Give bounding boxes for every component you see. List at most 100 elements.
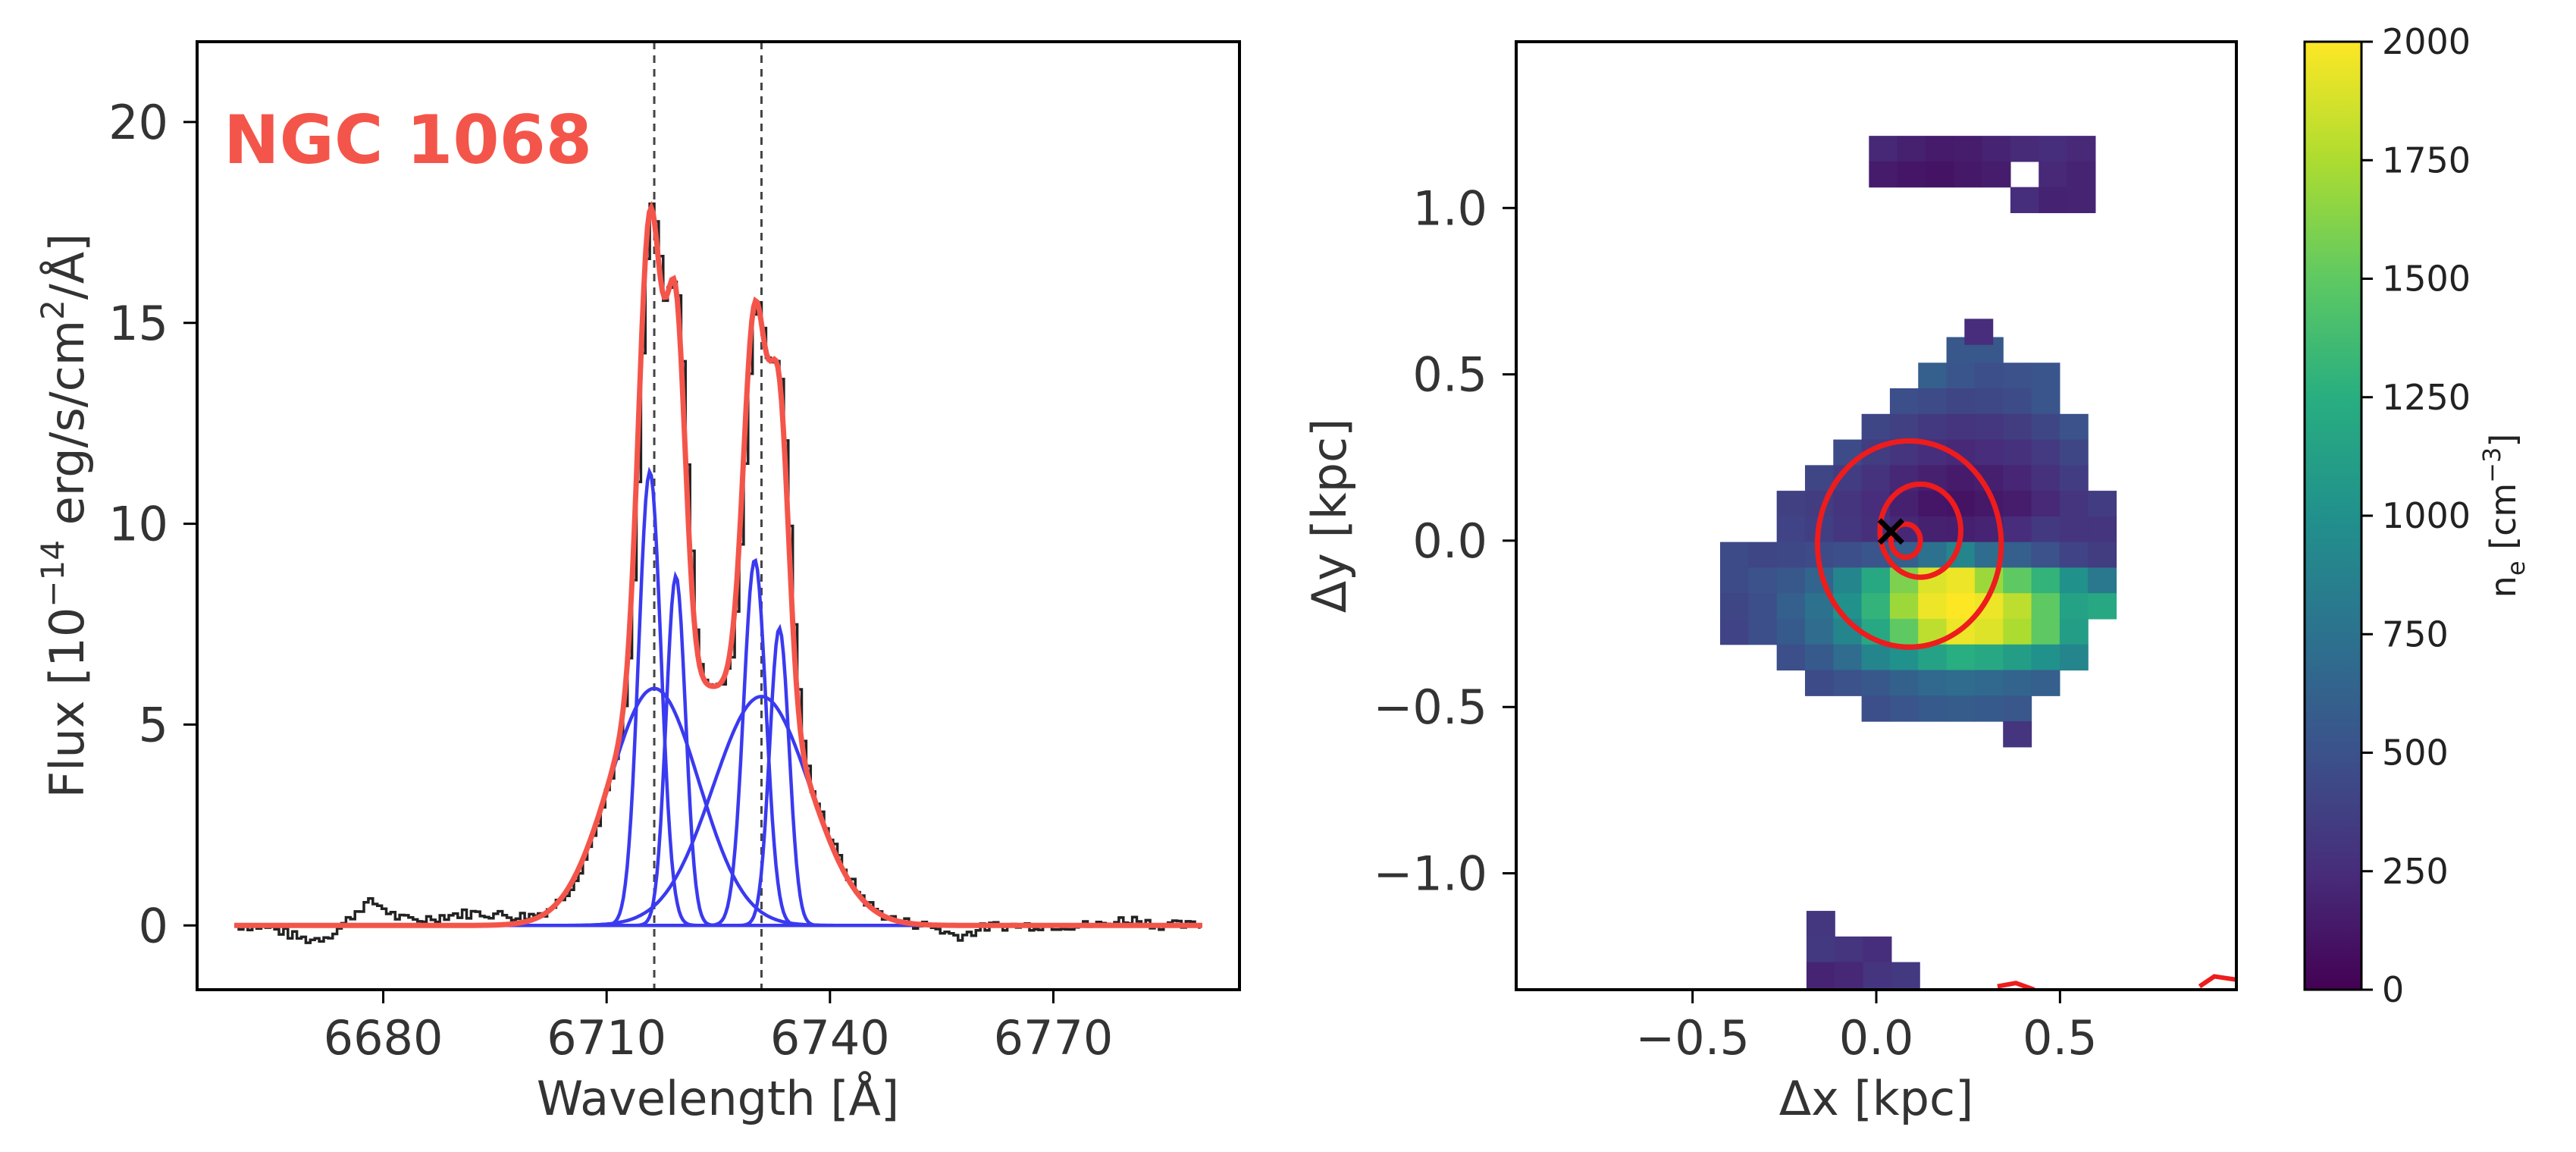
density-pixel [2003, 593, 2032, 620]
density-pixel [1863, 936, 1892, 963]
density-pixel [1974, 644, 2004, 671]
colorbar-tick-label: 500 [2382, 733, 2449, 774]
density-pixel [1806, 911, 1835, 937]
spectrum-yticks: 0 5 10 15 20 [108, 95, 197, 953]
density-pixel [1861, 516, 1891, 543]
density-pixel [1720, 541, 1749, 569]
density-pixel [1897, 136, 1926, 162]
density-pixel [1861, 670, 1891, 696]
density-pixel [1776, 593, 1806, 620]
density-pixel [1918, 541, 1948, 569]
spectrum-axes-frame [196, 40, 1241, 991]
object-name-annotation: NGC 1068 [224, 101, 592, 179]
density-pixel [2039, 187, 2068, 214]
spectrum-ytick-label: 5 [139, 697, 168, 752]
gaussian-component [234, 686, 1202, 928]
density-pixel [1974, 618, 2004, 645]
colorbar-tick-label: 250 [2382, 851, 2449, 892]
density-pixels [1720, 136, 2117, 988]
density-pixel [1946, 695, 1976, 722]
density-pixel [2031, 388, 2060, 415]
density-xtick-label: 0.5 [2023, 1010, 2098, 1066]
spectrum-ytick-label: 0 [139, 898, 168, 953]
density-pixel [1804, 465, 1834, 491]
density-pixel [2031, 541, 2060, 569]
density-pixel [2031, 491, 2060, 517]
density-pixel [1974, 670, 2004, 696]
gaussian-components [234, 466, 1202, 928]
density-pixel [1897, 161, 1926, 188]
colorbar-gradient [2305, 42, 2361, 990]
spectrum-xtick-label: 6710 [547, 1010, 666, 1066]
gaussian-component [234, 570, 1202, 928]
density-pixel [2031, 567, 2060, 594]
density-pixel [1982, 161, 2011, 188]
density-pixel [1833, 516, 1863, 543]
density-pixel [1889, 413, 1919, 441]
density-pixel [2003, 567, 2032, 594]
density-pixel [1776, 491, 1806, 517]
colorbar-tick-label: 1500 [2382, 259, 2471, 300]
density-pixel [1863, 962, 1892, 988]
density-pixel [1833, 541, 1863, 569]
density-pixel [1891, 962, 1920, 988]
spectrum-plot-area [234, 42, 1202, 990]
spectrum-xtick-label: 6740 [770, 1010, 890, 1066]
density-pixel [1776, 618, 1806, 645]
density-ytick-label: 0.5 [1412, 347, 1487, 403]
spectrum-ytick-label: 10 [108, 497, 168, 552]
flux-contour [1877, 481, 1963, 580]
density-pixel [1889, 618, 1919, 645]
flux-contour [1814, 438, 2004, 650]
density-pixel [2059, 644, 2089, 671]
flux-contour-edge [2198, 974, 2236, 989]
density-pixel [2003, 721, 2032, 748]
density-pixel [1861, 465, 1891, 491]
density-pixel [1806, 936, 1835, 963]
gaussian-component [234, 557, 1202, 928]
density-pixel [1720, 593, 1749, 620]
density-pixel [2059, 413, 2089, 441]
density-pixel [2003, 491, 2032, 517]
density-pixel [1954, 136, 1983, 162]
density-ytick-label: −0.5 [1373, 680, 1487, 735]
density-pixel [1974, 695, 2004, 722]
density-pixel [1889, 670, 1919, 696]
spectrum-xtick-label: 6680 [324, 1010, 443, 1066]
density-pixel [2088, 491, 2117, 517]
density-pixel [1861, 413, 1891, 441]
density-pixel [2031, 363, 2060, 389]
density-xlabel: Δx [kpc] [1779, 1071, 1974, 1126]
density-map-panel: × −0.5 0.0 0.5 −1.0−0.50.00.51.0 Δx [kpc] … [1302, 21, 2531, 1126]
density-pixel [1974, 363, 2004, 389]
density-pixel [2031, 439, 2060, 466]
density-pixel [1835, 936, 1864, 963]
density-pixel [2003, 670, 2032, 696]
density-pixel [1918, 516, 1948, 543]
density-pixel [1720, 567, 1749, 594]
density-pixel [1925, 136, 1954, 162]
colorbar-tick-label: 0 [2382, 969, 2404, 1010]
density-pixel [1918, 388, 1948, 415]
density-pixel [1806, 962, 1835, 988]
density-pixel [2059, 465, 2089, 491]
density-pixel [2067, 161, 2096, 188]
density-pixel [2003, 439, 2032, 466]
colorbar-label: ne [cm−3] [2477, 434, 2531, 598]
flux-contour-edge [1997, 981, 2035, 990]
density-pixel [2031, 465, 2060, 491]
density-pixel [2059, 593, 2089, 620]
density-pixel [1918, 670, 1948, 696]
density-pixel [1804, 670, 1834, 696]
density-pixel [2010, 136, 2039, 162]
density-pixel [1748, 593, 1778, 620]
density-pixel [2031, 593, 2060, 620]
density-ylabel: Δy [kpc] [1302, 419, 1357, 614]
density-pixel [1869, 161, 1898, 188]
density-pixel [2031, 644, 2060, 671]
density-pixel [2003, 618, 2032, 645]
density-xtick-label: 0.0 [1839, 1010, 1914, 1066]
density-pixel [1918, 413, 1948, 441]
density-pixel [1861, 567, 1891, 594]
density-pixel [1889, 388, 1919, 415]
